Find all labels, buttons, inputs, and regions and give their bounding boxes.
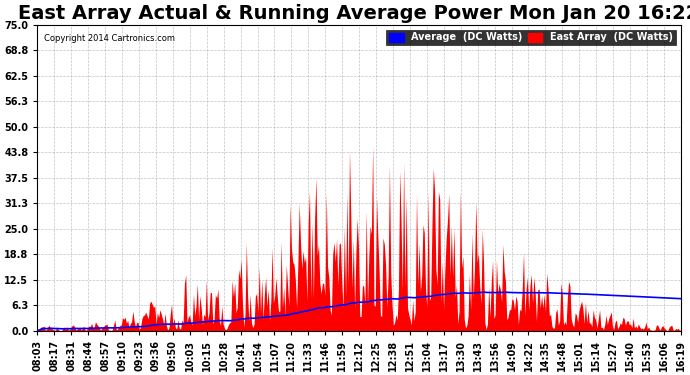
Legend: Average  (DC Watts), East Array  (DC Watts): Average (DC Watts), East Array (DC Watts… xyxy=(386,30,676,45)
Text: Copyright 2014 Cartronics.com: Copyright 2014 Cartronics.com xyxy=(44,34,175,43)
Title: East Array Actual & Running Average Power Mon Jan 20 16:22: East Array Actual & Running Average Powe… xyxy=(19,4,690,23)
